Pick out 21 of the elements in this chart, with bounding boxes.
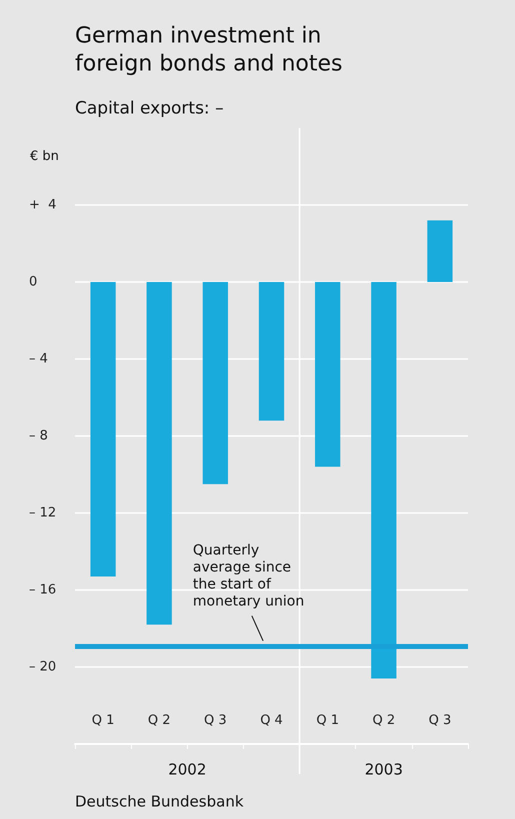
x-tick-label: Q 1 [92,713,114,728]
x-tick-label: Q 3 [428,713,452,728]
chart-subtitle: Capital exports: – [75,98,224,118]
x-tick-label: Q 1 [316,713,339,728]
y-axis-title: € bn [30,149,59,164]
x-tick-label: Q 3 [204,713,227,728]
y-tick-label: – 12 [29,506,56,520]
x-tick-label: Q 2 [372,713,396,728]
ref-line-label: Quarterly average since the start of monetary union [192,542,304,610]
text: Deutsche Bundesbank [75,792,244,810]
y-tick-label: – 8 [29,428,48,444]
chart-title: German investment in foreign bonds and notes [75,24,343,76]
y-tick-label: – 20 [29,660,56,674]
y-tick-label: + 4 [29,198,56,212]
x-tick-label: Q 2 [148,713,171,728]
y-tick-label: 0 [29,274,38,290]
x-tick-label: Q 4 [260,713,283,728]
text: 2002 [168,760,206,778]
text: 2003 [364,760,403,778]
y-tick-label: – 4 [29,352,48,366]
y-tick-label: – 16 [29,582,56,598]
